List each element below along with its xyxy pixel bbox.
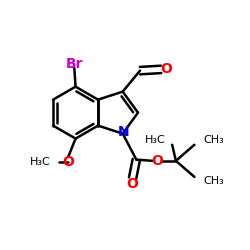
Text: O: O bbox=[126, 176, 138, 190]
Text: CH₃: CH₃ bbox=[203, 135, 224, 145]
Text: Br: Br bbox=[66, 57, 83, 71]
Text: N: N bbox=[118, 125, 130, 139]
Text: O: O bbox=[63, 154, 74, 168]
Text: O: O bbox=[160, 62, 172, 76]
Text: CH₃: CH₃ bbox=[203, 176, 224, 186]
Text: H₃C: H₃C bbox=[30, 156, 51, 166]
Text: H₃C: H₃C bbox=[144, 135, 165, 145]
Text: O: O bbox=[151, 154, 163, 168]
